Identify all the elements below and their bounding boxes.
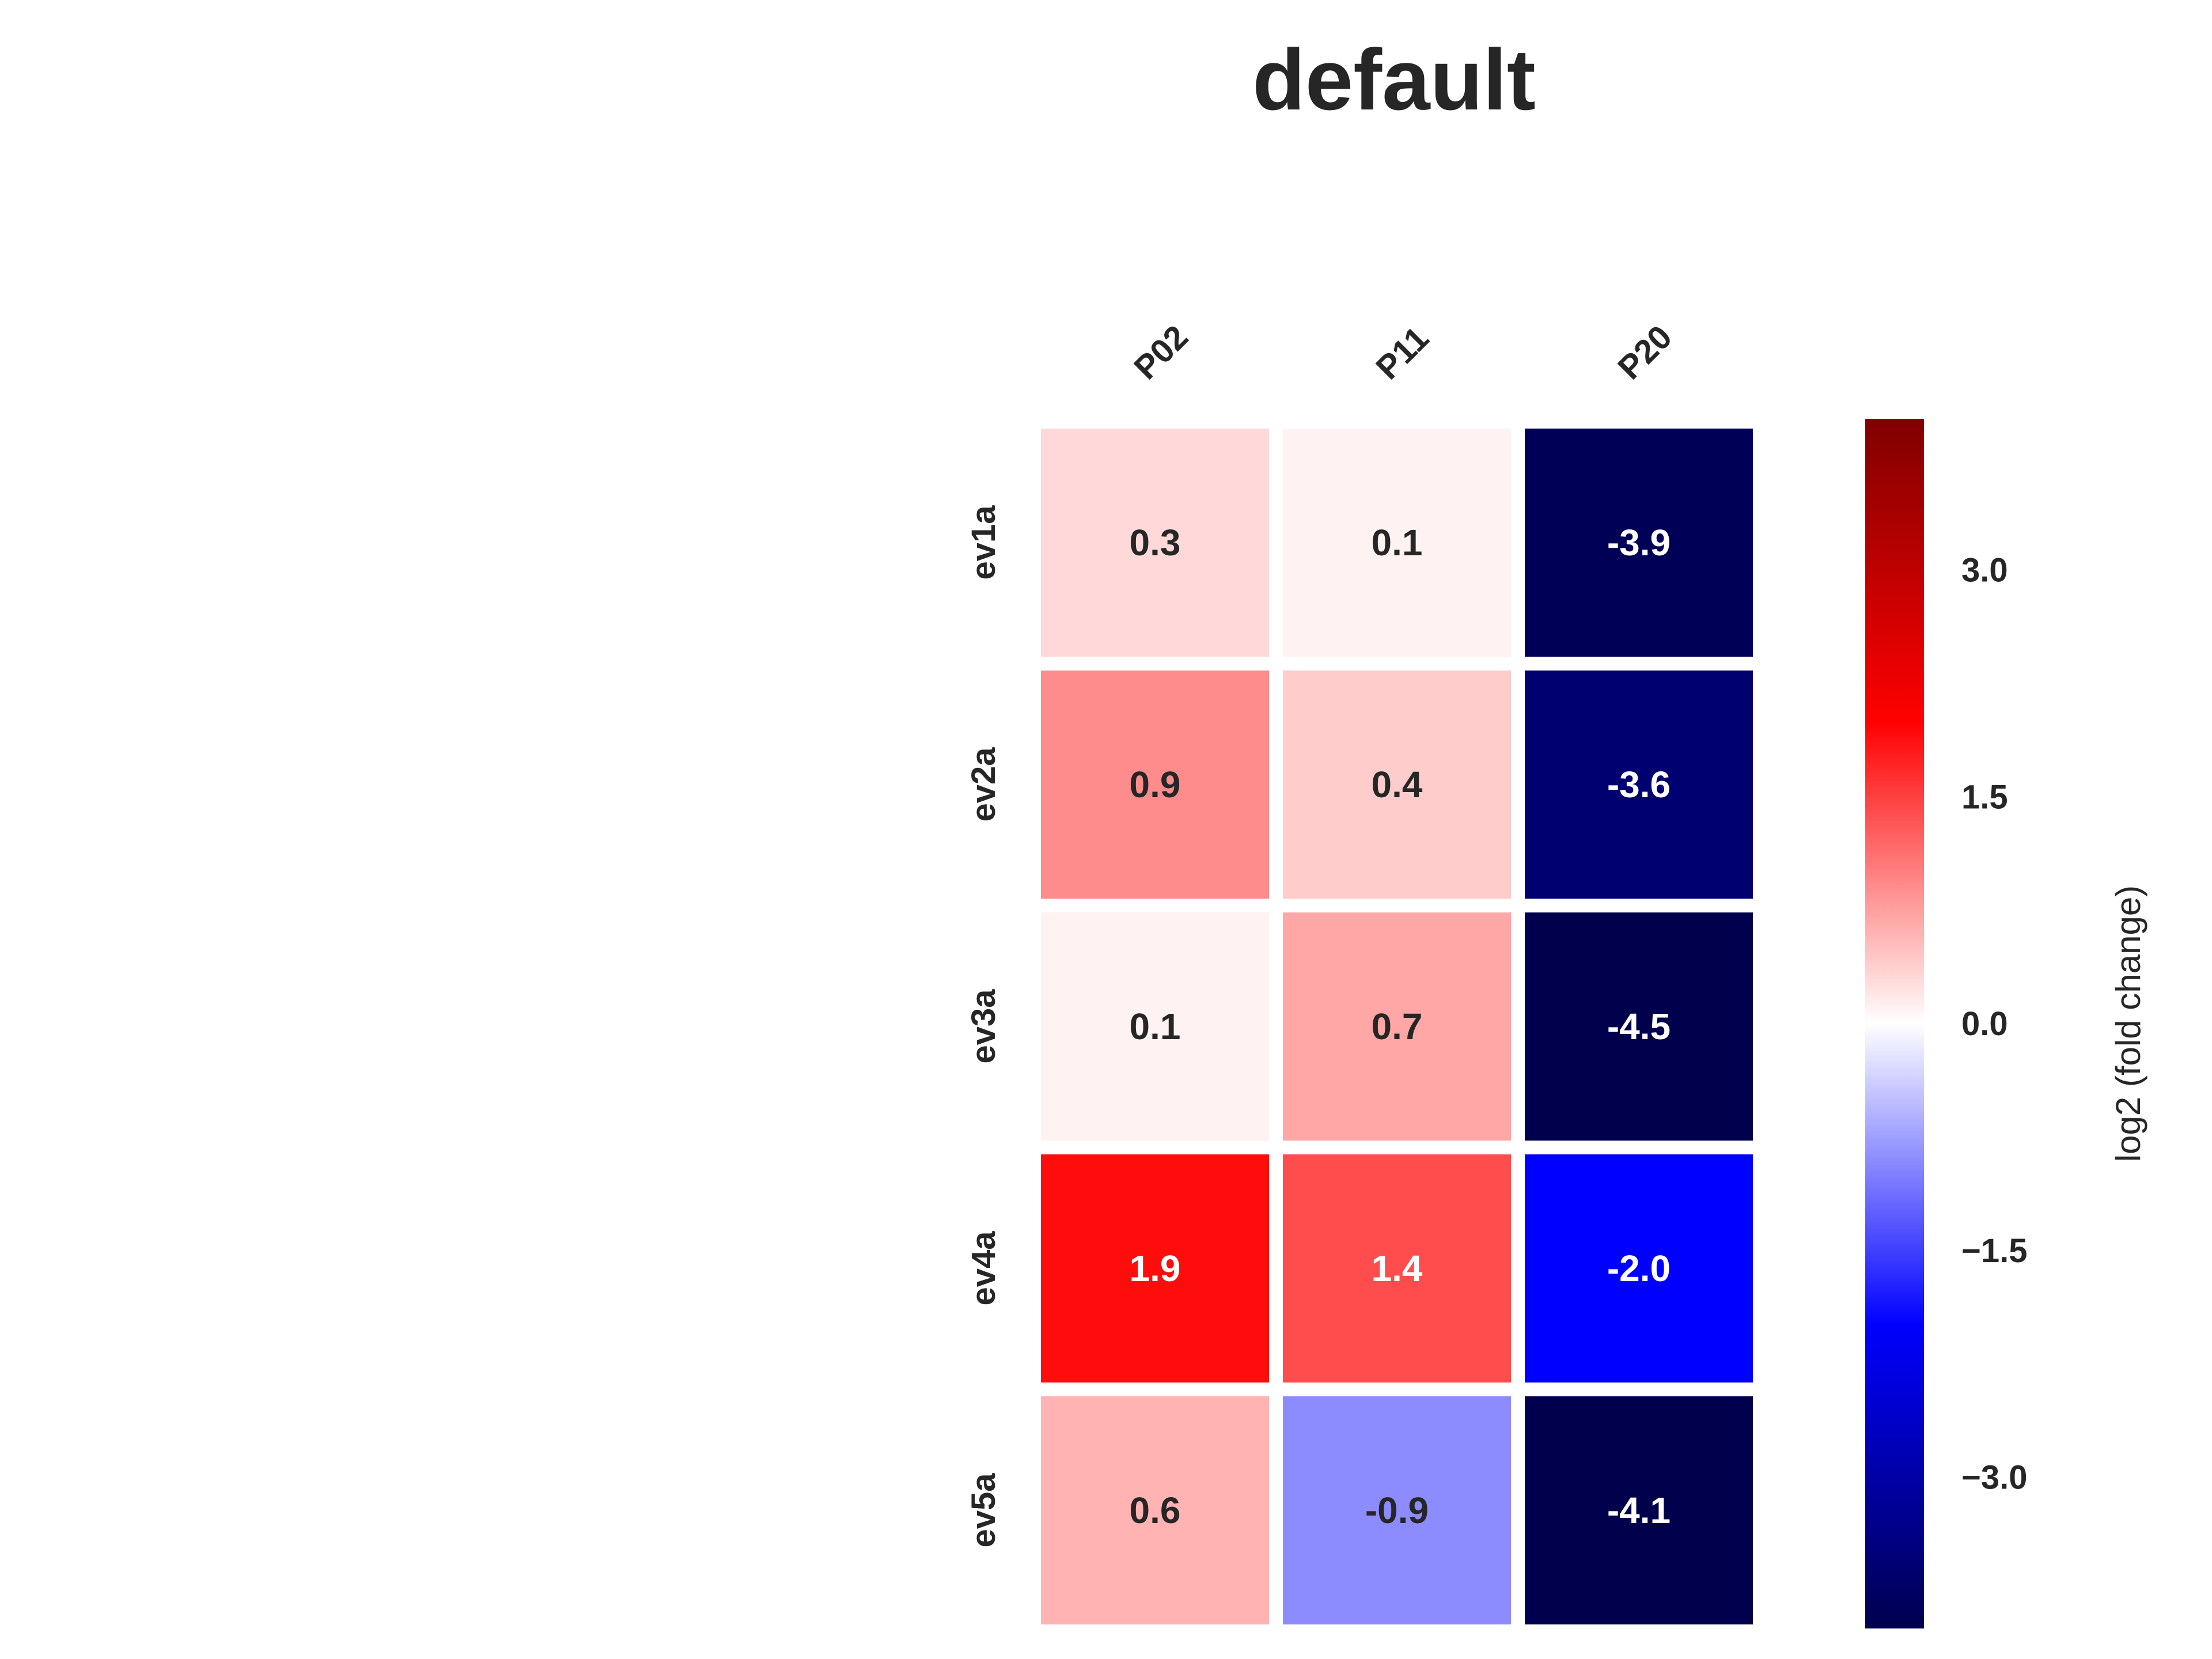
colorbar: 3.0 1.5 0.0 −1.5 −3.0 log2 (fold change) xyxy=(1865,419,2147,1628)
cell-label-ev1a-P20: -3.9 xyxy=(1607,522,1671,563)
cell-label-ev5a-P11: -0.9 xyxy=(1365,1490,1429,1531)
column-tick-labels: P02 P11 P20 xyxy=(1127,318,1679,387)
cell-label-ev2a-P11: 0.4 xyxy=(1372,764,1423,805)
row-label-ev1a: ev1a xyxy=(965,505,1002,580)
column-label-P02: P02 xyxy=(1127,318,1195,387)
column-label-P11: P11 xyxy=(1369,320,1436,387)
heatmap-cell-ev4a-P20 xyxy=(1525,1154,1753,1382)
cell-label-ev3a-P02: 0.1 xyxy=(1130,1006,1181,1047)
chart-title: default xyxy=(1252,31,1536,128)
row-label-ev4a: ev4a xyxy=(965,1231,1002,1306)
heatmap-cells: 0.3 0.1 -3.9 0.9 0.4 -3.6 0.1 0.7 -4.5 1.9 1.4 -2.0… xyxy=(1041,429,1753,1624)
cell-label-ev1a-P02: 0.3 xyxy=(1130,522,1181,563)
heatmap-cell-ev3a-P02 xyxy=(1041,912,1269,1141)
heatmap-cell-ev2a-P02 xyxy=(1041,671,1269,899)
cell-label-ev5a-P20: -4.1 xyxy=(1607,1490,1671,1531)
cell-label-ev4a-P11: 1.4 xyxy=(1372,1248,1423,1289)
heatmap-cell-ev5a-P11 xyxy=(1283,1396,1511,1624)
colorbar-tick-3: −1.5 xyxy=(1961,1232,2028,1270)
cell-label-ev3a-P20: -4.5 xyxy=(1607,1006,1671,1047)
row-tick-labels: ev1a ev2a ev3a ev4a ev5a xyxy=(965,505,1002,1548)
heatmap-cell-ev4a-P02 xyxy=(1041,1154,1269,1382)
cell-label-ev4a-P20: -2.0 xyxy=(1607,1248,1671,1289)
colorbar-label: log2 (fold change) xyxy=(2109,885,2147,1162)
heatmap-cell-ev3a-P11 xyxy=(1283,912,1511,1141)
colorbar-tick-2: 0.0 xyxy=(1961,1005,2008,1043)
cell-label-ev4a-P02: 1.9 xyxy=(1130,1248,1181,1289)
cell-label-ev3a-P11: 0.7 xyxy=(1372,1006,1423,1047)
column-label-P20: P20 xyxy=(1611,318,1679,387)
heatmap-cell-ev1a-P11 xyxy=(1283,429,1511,657)
heatmap-cell-ev2a-P20 xyxy=(1525,671,1753,899)
row-label-ev5a: ev5a xyxy=(965,1473,1002,1548)
row-label-ev3a: ev3a xyxy=(965,989,1002,1064)
colorbar-tick-4: −3.0 xyxy=(1961,1459,2028,1497)
heatmap-cell-ev3a-P20 xyxy=(1525,912,1753,1141)
cell-label-ev2a-P02: 0.9 xyxy=(1130,764,1181,805)
cell-label-ev5a-P02: 0.6 xyxy=(1130,1490,1181,1531)
heatmap-cell-ev5a-P02 xyxy=(1041,1396,1269,1624)
heatmap-cell-ev5a-P20 xyxy=(1525,1396,1753,1624)
colorbar-tick-0: 3.0 xyxy=(1961,552,2008,589)
cell-label-ev1a-P11: 0.1 xyxy=(1372,522,1423,563)
heatmap-cell-ev1a-P20 xyxy=(1525,429,1753,657)
colorbar-tick-1: 1.5 xyxy=(1961,778,2008,816)
heatmap-cell-ev1a-P02 xyxy=(1041,429,1269,657)
colorbar-gradient xyxy=(1865,419,1924,1628)
heatmap-cell-ev2a-P11 xyxy=(1283,671,1511,899)
colorbar-tick-labels: 3.0 1.5 0.0 −1.5 −3.0 xyxy=(1961,552,2028,1497)
cell-label-ev2a-P20: -3.6 xyxy=(1607,764,1671,805)
heatmap-cell-ev4a-P11 xyxy=(1283,1154,1511,1382)
row-label-ev2a: ev2a xyxy=(965,747,1002,822)
